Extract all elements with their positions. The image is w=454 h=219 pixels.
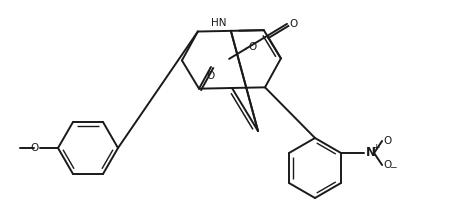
- Text: O: O: [383, 136, 391, 146]
- Text: +: +: [372, 143, 380, 152]
- Text: O: O: [207, 71, 215, 81]
- Text: O: O: [31, 143, 39, 153]
- Text: HN: HN: [212, 18, 227, 28]
- Text: O: O: [248, 42, 257, 52]
- Text: N: N: [366, 147, 376, 159]
- Text: O: O: [383, 160, 391, 170]
- Text: −: −: [389, 162, 397, 171]
- Text: O: O: [289, 19, 297, 29]
